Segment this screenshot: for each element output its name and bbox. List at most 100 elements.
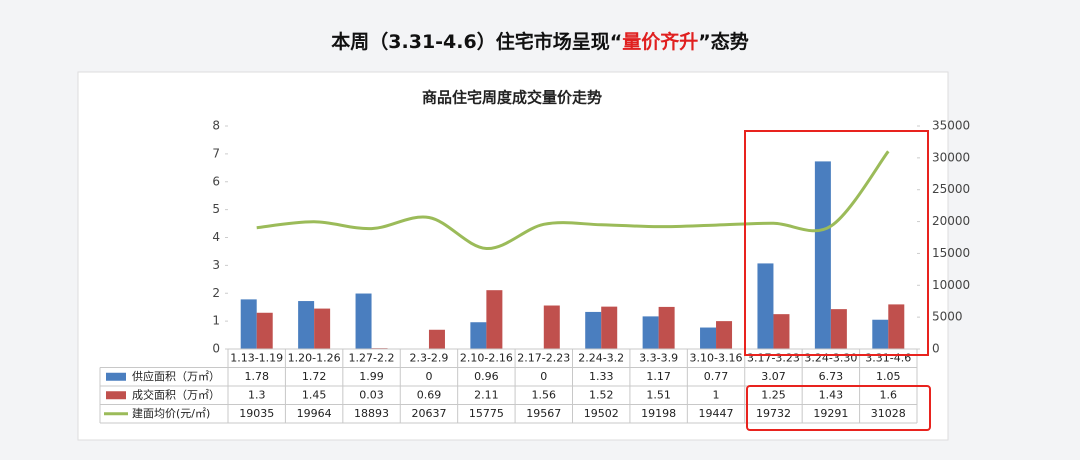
y2-tick-label: 10000 bbox=[932, 278, 970, 292]
x-tick-label: 1.20-1.26 bbox=[288, 351, 341, 364]
table-value: 1.52 bbox=[589, 388, 614, 401]
bar bbox=[355, 293, 372, 349]
table-value: 1.99 bbox=[359, 370, 384, 383]
y-tick-label: 1 bbox=[212, 314, 220, 328]
bar bbox=[773, 314, 790, 349]
bar bbox=[240, 299, 257, 349]
legend-swatch bbox=[106, 372, 126, 381]
x-tick-label: 3.10-3.16 bbox=[690, 351, 743, 364]
table-value: 19964 bbox=[297, 407, 332, 420]
table-value: 15775 bbox=[469, 407, 504, 420]
bar bbox=[470, 322, 487, 349]
chart-title: 商品住宅周度成交量价走势 bbox=[422, 89, 602, 107]
y-tick-label: 8 bbox=[212, 119, 220, 133]
bar bbox=[700, 327, 717, 349]
table-value: 19198 bbox=[641, 407, 676, 420]
bar bbox=[757, 263, 774, 349]
y2-tick-label: 5000 bbox=[932, 310, 963, 324]
table-value: 20637 bbox=[411, 407, 446, 420]
line bbox=[256, 150, 890, 250]
x-tick-label: 2.3-2.9 bbox=[409, 351, 448, 364]
table-value: 19035 bbox=[239, 407, 274, 420]
table-value: 0.03 bbox=[359, 388, 384, 401]
title-highlight: 量价齐升 bbox=[622, 30, 698, 53]
bar bbox=[814, 161, 831, 349]
table-value: 1.6 bbox=[880, 388, 898, 401]
highlight-box bbox=[746, 385, 931, 431]
table-value: 1.78 bbox=[244, 370, 269, 383]
table-value: 6.73 bbox=[819, 370, 844, 383]
table-value: 19732 bbox=[756, 407, 791, 420]
table-value: 1.43 bbox=[819, 388, 844, 401]
table-value: 19447 bbox=[699, 407, 734, 420]
y-tick-label: 2 bbox=[212, 286, 220, 300]
y-tick-label: 0 bbox=[212, 342, 220, 356]
bar bbox=[601, 306, 618, 349]
x-tick-label: 2.17-2.23 bbox=[517, 351, 570, 364]
plot-area: 0 1 2 3 4 5 6 7 8 0 5000 10000 15000 20000 25000 30000 3… bbox=[99, 119, 970, 424]
title-part: ”态势 bbox=[698, 30, 749, 53]
legend-label: 建面均价(元/㎡) bbox=[132, 406, 210, 420]
x-tick-label: 1.13-1.19 bbox=[230, 351, 283, 364]
table-value: 0.77 bbox=[704, 370, 729, 383]
y2-tick-label: 25000 bbox=[932, 182, 970, 196]
table-value: 1.56 bbox=[532, 388, 557, 401]
table-value: 1.45 bbox=[302, 388, 327, 401]
x-tick-label: 3.31-4.6 bbox=[865, 351, 911, 364]
y2-tick-label: 15000 bbox=[932, 246, 970, 260]
y2-tick-label: 35000 bbox=[932, 119, 970, 133]
table-value: 31028 bbox=[871, 407, 906, 420]
x-tick-label: 2.24-3.2 bbox=[578, 351, 624, 364]
bar bbox=[585, 311, 602, 349]
table-value: 1.72 bbox=[302, 370, 327, 383]
x-tick-label: 1.27-2.2 bbox=[349, 351, 395, 364]
bar bbox=[256, 312, 273, 349]
table-value: 0.96 bbox=[474, 370, 499, 383]
bar bbox=[298, 301, 315, 349]
bar bbox=[642, 316, 659, 349]
y-tick-label: 6 bbox=[212, 174, 220, 188]
bar bbox=[543, 305, 560, 349]
chart-card bbox=[77, 71, 949, 441]
bar bbox=[658, 306, 675, 349]
bar bbox=[314, 308, 331, 349]
bar bbox=[486, 290, 503, 349]
table-value: 1 bbox=[713, 388, 720, 401]
table-value: 0 bbox=[540, 370, 547, 383]
table-value: 2.11 bbox=[474, 388, 499, 401]
legend-swatch bbox=[106, 391, 126, 400]
title-part: 本周（3.31-4.6）住宅市场呈现“ bbox=[331, 30, 622, 53]
table-value: 1.33 bbox=[589, 370, 614, 383]
x-tick-label: 3.17-3.23 bbox=[747, 351, 800, 364]
y-tick-label: 7 bbox=[212, 146, 220, 160]
page-title: 本周（3.31-4.6）住宅市场呈现“量价齐升”态势 bbox=[331, 30, 748, 53]
table-value: 18893 bbox=[354, 407, 389, 420]
y-tick-label: 4 bbox=[212, 230, 220, 244]
table-value: 1.25 bbox=[761, 388, 786, 401]
table-value: 0.69 bbox=[417, 388, 442, 401]
legend-label: 供应面积（万㎡） bbox=[132, 369, 220, 383]
table-value: 1.3 bbox=[248, 388, 266, 401]
x-tick-label: 3.3-3.9 bbox=[639, 351, 678, 364]
bar bbox=[428, 329, 445, 349]
table-value: 19567 bbox=[526, 407, 561, 420]
x-tick-label: 3.24-3.30 bbox=[804, 351, 857, 364]
highlight-box bbox=[744, 130, 929, 356]
legend-label: 成交面积（万㎡） bbox=[132, 387, 220, 401]
y2-tick-label: 30000 bbox=[932, 150, 970, 164]
table-value: 19502 bbox=[584, 407, 619, 420]
y-tick-label: 3 bbox=[212, 258, 220, 272]
bar bbox=[716, 321, 733, 349]
bar bbox=[830, 309, 847, 349]
y2-tick-label: 0 bbox=[932, 342, 940, 356]
table-value: 3.07 bbox=[761, 370, 786, 383]
table-value: 19291 bbox=[813, 407, 848, 420]
y2-tick-label: 20000 bbox=[932, 214, 970, 228]
table-value: 1.51 bbox=[646, 388, 671, 401]
y-tick-label: 5 bbox=[212, 202, 220, 216]
x-tick-label: 2.10-2.16 bbox=[460, 351, 513, 364]
table-value: 1.05 bbox=[876, 370, 901, 383]
table-value: 1.17 bbox=[646, 370, 671, 383]
